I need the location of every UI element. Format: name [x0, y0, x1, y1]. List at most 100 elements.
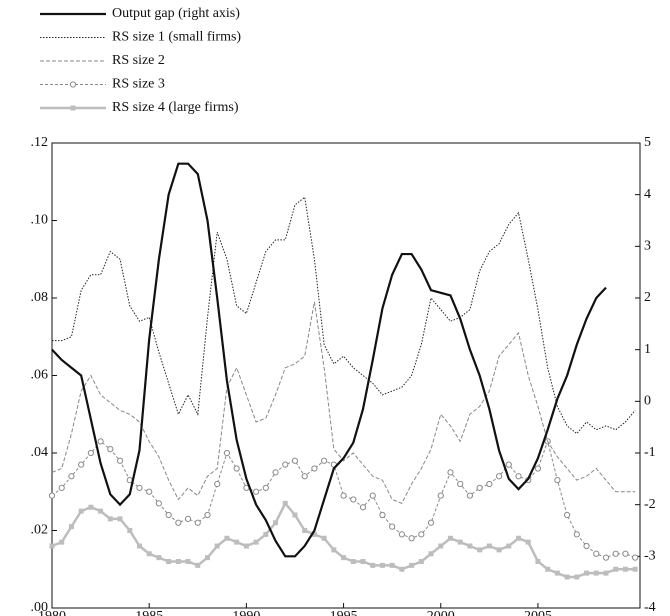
y2-tick-label: 5 [644, 135, 651, 150]
marker [301, 473, 308, 480]
marker [447, 535, 453, 541]
y2-tick-label: 0 [644, 394, 651, 409]
y-tick-label: .08 [31, 290, 49, 305]
y-tick-label: .12 [31, 135, 49, 150]
marker [427, 519, 435, 526]
marker [466, 492, 474, 499]
marker [574, 574, 580, 580]
marker [195, 562, 201, 568]
marker [340, 492, 347, 499]
marker [136, 543, 142, 549]
marker [564, 511, 571, 519]
marker [331, 547, 337, 553]
marker [516, 535, 522, 541]
x-tick-label: 1985 [135, 609, 163, 616]
marker [584, 570, 590, 576]
marker [515, 473, 522, 480]
marker [457, 480, 464, 488]
marker [437, 492, 444, 499]
marker [321, 535, 327, 541]
marker [554, 570, 560, 576]
y2-tick-label: 3 [644, 239, 651, 254]
marker [155, 500, 163, 507]
marker [447, 469, 454, 476]
marker [495, 473, 503, 480]
y2-tick-label: -2 [644, 497, 656, 512]
marker [107, 446, 114, 453]
y2-tick-label: -3 [644, 549, 656, 564]
y2-tick-label: 4 [644, 187, 651, 202]
marker [282, 461, 289, 468]
marker [535, 559, 541, 564]
marker [88, 504, 94, 510]
marker [292, 512, 298, 518]
marker [87, 449, 94, 457]
y-tick-label: .06 [31, 368, 49, 383]
marker [321, 457, 328, 464]
marker [398, 531, 405, 538]
marker [146, 488, 153, 495]
legend-label: RS size 4 (large firms) [112, 100, 239, 115]
marker [48, 492, 56, 499]
legend-label: RS size 2 [112, 53, 165, 68]
marker [418, 559, 424, 564]
marker [205, 555, 211, 561]
marker [593, 550, 600, 557]
marker [156, 555, 162, 561]
marker [622, 550, 629, 557]
marker [175, 519, 182, 526]
y2-tick-label: -1 [644, 445, 656, 460]
marker [564, 574, 570, 580]
marker [116, 457, 124, 464]
marker [136, 484, 143, 491]
y2-tick-label: 1 [644, 342, 651, 357]
marker [234, 539, 240, 545]
marker [252, 488, 260, 495]
plot-frame [51, 142, 641, 609]
marker [78, 508, 84, 514]
marker [204, 511, 211, 519]
marker [98, 508, 104, 514]
marker [214, 480, 221, 488]
marker [409, 562, 415, 568]
marker [632, 566, 638, 572]
marker [194, 519, 201, 526]
marker [525, 539, 531, 545]
series-line [52, 196, 636, 435]
marker [350, 496, 357, 503]
marker [603, 570, 609, 576]
marker [341, 555, 347, 561]
marker [146, 551, 152, 557]
marker [272, 469, 279, 476]
marker [506, 543, 512, 549]
marker [467, 543, 473, 549]
legend-label: Output gap (right axis) [112, 6, 240, 21]
marker [379, 511, 386, 519]
marker [613, 566, 619, 572]
marker [107, 516, 113, 522]
marker [486, 543, 492, 549]
y-tick-label: .00 [31, 600, 49, 615]
marker [263, 531, 269, 537]
marker [166, 559, 172, 564]
x-tick-label: 1995 [330, 609, 358, 616]
marker [593, 570, 599, 576]
marker [486, 480, 493, 488]
marker [554, 477, 561, 484]
marker [253, 539, 259, 545]
marker [369, 492, 376, 499]
y2-tick-label: -4 [644, 600, 656, 615]
marker [214, 543, 220, 549]
marker [612, 550, 619, 557]
marker [622, 566, 628, 572]
series-line [51, 162, 607, 558]
marker [117, 516, 123, 522]
y-tick-label: .10 [31, 213, 49, 228]
x-tick-label: 1980 [38, 609, 66, 616]
x-tick-label: 2000 [427, 609, 455, 616]
series-line [51, 301, 636, 505]
marker [97, 438, 104, 445]
marker [49, 543, 55, 549]
marker [370, 562, 376, 568]
y-tick-label: .04 [31, 445, 49, 460]
